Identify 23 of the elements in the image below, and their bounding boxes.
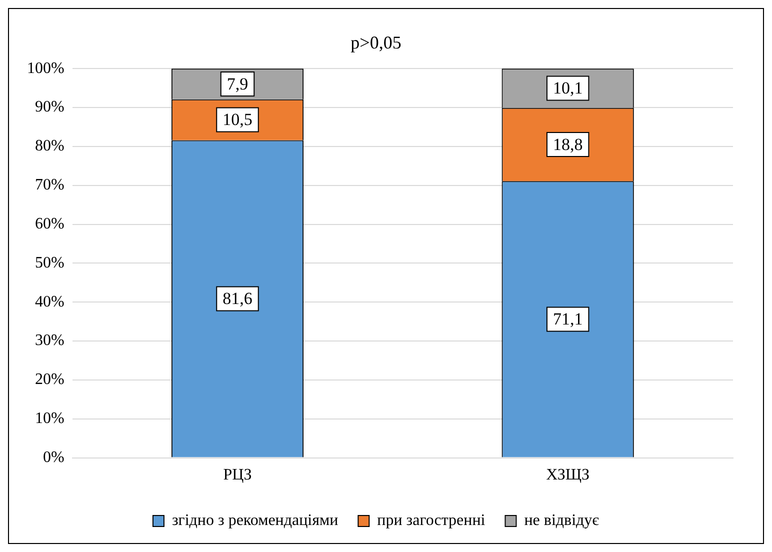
y-tick-label: 20% <box>35 371 64 388</box>
y-tick-label: 60% <box>35 215 64 232</box>
data-label: 7,9 <box>226 74 248 94</box>
y-tick-label: 40% <box>35 293 64 310</box>
y-tick-label: 0% <box>43 449 64 466</box>
y-tick-label: 80% <box>35 138 64 155</box>
legend-label: згідно з рекомендаціями <box>172 512 339 530</box>
data-label: 18,8 <box>552 134 583 154</box>
x-tick-label: ХЗЩЗ <box>546 466 590 484</box>
legend-label: не відвідує <box>524 512 600 530</box>
y-tick-label: 100% <box>27 60 64 77</box>
y-tick-label: 70% <box>35 176 64 194</box>
data-label: 10,5 <box>222 110 252 130</box>
y-tick-label: 90% <box>35 98 64 116</box>
y-tick-label: 50% <box>35 254 64 272</box>
y-tick-label: 30% <box>35 332 64 350</box>
data-label: 71,1 <box>552 310 583 329</box>
data-label: 10,1 <box>552 78 583 98</box>
data-label: 81,6 <box>222 289 252 308</box>
legend-label: при загостренні <box>377 512 486 530</box>
x-tick-label: РЦЗ <box>223 466 252 484</box>
chart-title: p>0,05 <box>350 32 402 53</box>
y-tick-label: 10% <box>35 410 64 428</box>
